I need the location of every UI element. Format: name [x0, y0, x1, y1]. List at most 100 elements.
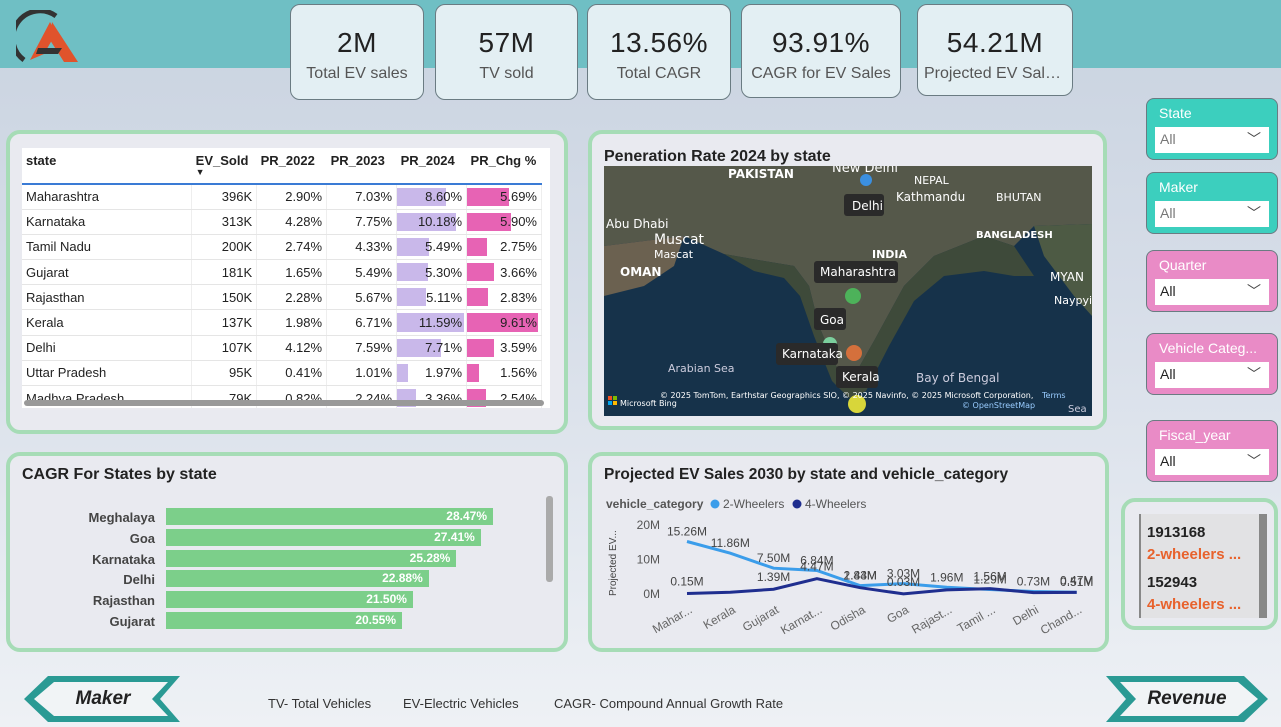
projection-chart-panel: Projected EV Sales 2030 by state and veh… [588, 452, 1109, 652]
kpi-cagr-ev-sales: 93.91% CAGR for EV Sales [741, 4, 901, 98]
kpi-tv-sold: 57M TV sold [435, 4, 578, 100]
map-tag [844, 194, 884, 216]
table-row[interactable]: Rajasthan 150K 2.28% 5.67% 5.11% 2.83% [22, 284, 542, 311]
maker-nav-button[interactable]: Maker [22, 674, 184, 724]
map-label: BANGLADESH [976, 230, 1053, 241]
x-tick-label: Odisha [828, 602, 868, 633]
map-label: NEPAL [914, 174, 950, 187]
cell-pr-2024: 1.97% [396, 360, 468, 387]
cell-pr-chg: 2.83% [466, 284, 542, 311]
slicer-label: Vehicle Categ... [1159, 340, 1258, 356]
table-row[interactable]: Delhi 107K 4.12% 7.59% 7.71% 3.59% [22, 335, 542, 361]
map-label: Mascat [654, 248, 694, 261]
x-tick-label: Goa [884, 602, 911, 626]
map-label: Kerala [842, 370, 880, 384]
pr-chg-databar [467, 338, 494, 357]
vehicle-count-card-panel: 1913168 2-wheelers ... 152943 4-wheelers… [1121, 498, 1278, 630]
map-bubble-karnataka[interactable] [846, 345, 862, 361]
chevron-down-icon: ﹀ [1247, 283, 1261, 299]
cagr-category-label: Gujarat [109, 614, 155, 629]
map-bubble-delhi[interactable] [860, 174, 872, 186]
arrow-right-icon [1106, 676, 1268, 722]
cell-pr-2024: 5.11% [396, 284, 468, 311]
table-row[interactable]: Kerala 137K 1.98% 6.71% 11.59% 9.61% [22, 309, 542, 336]
column-header-pr-chg[interactable]: PR_Chg % [466, 148, 542, 185]
cell-ev-sold: 137K [191, 309, 258, 336]
cagr-bar[interactable]: 28.47% [166, 508, 493, 525]
fiscal-year-dropdown[interactable]: All ﹀ [1155, 449, 1269, 475]
data-label: 1.83M [844, 569, 877, 583]
map-terms-link[interactable]: Terms [1041, 391, 1066, 400]
cell-state: Maharashtra [22, 184, 193, 210]
cell-pr-2023: 7.59% [326, 335, 398, 361]
cell-pr-2022: 1.98% [256, 309, 328, 336]
map-bubble-maharashtra[interactable] [845, 288, 861, 304]
x-tick-label: Chand... [1038, 602, 1084, 637]
table-row[interactable]: Tamil Nadu 200K 2.74% 4.33% 5.49% 2.75% [22, 234, 542, 261]
projection-chart-title: Projected EV Sales 2030 by state and veh… [604, 466, 1009, 483]
table-row[interactable]: Maharashtra 396K 2.90% 7.03% 8.60% 5.69% [22, 184, 542, 210]
cell-pr-2024: 5.30% [396, 259, 468, 286]
data-label: 0.47M [1060, 573, 1093, 587]
data-label: 3.03M [887, 567, 920, 581]
map-attribution-osm[interactable]: © OpenStreetMap [962, 401, 1035, 410]
cagr-bar[interactable]: 25.28% [166, 549, 457, 567]
column-header-pr-2023[interactable]: PR_2023 [326, 148, 397, 185]
penetration-map[interactable]: PAKISTAN New Delhi NEPAL BHUTAN Kathmand… [604, 166, 1092, 416]
data-label: 1.39M [757, 570, 790, 584]
legend-ev: EV-Electric Vehicles [403, 696, 519, 711]
cagr-bar[interactable]: 22.88% [166, 570, 429, 588]
cagr-data-label: 21.50% [366, 592, 407, 607]
column-header-pr-2022[interactable]: PR_2022 [256, 148, 327, 185]
column-header-pr-2024[interactable]: PR_2024 [396, 148, 467, 185]
kpi-label: Total CAGR [616, 65, 702, 82]
cell-pr-2022: 4.12% [256, 335, 328, 361]
cell-pr-2023: 7.75% [326, 209, 398, 235]
table-header-row: state EV_Sold ▼ PR_2022 PR_2023 PR_2024 P… [22, 148, 542, 185]
cagr-bar[interactable]: 20.55% [166, 612, 403, 629]
card-label: 4-wheelers ... [1147, 596, 1242, 613]
kpi-label: Total EV sales [306, 65, 408, 82]
data-label: 0.03M [887, 575, 920, 589]
cagr-bar[interactable]: 21.50% [166, 591, 413, 609]
bing-logo: Microsoft Bing [620, 399, 677, 408]
cell-state: Kerala [22, 309, 193, 336]
maker-dropdown[interactable]: All ﹀ [1155, 201, 1269, 227]
cell-state: Rajasthan [22, 284, 193, 311]
cell-pr-2024: 5.49% [396, 234, 468, 261]
table-horizontal-scrollbar[interactable] [24, 400, 544, 406]
kpi-value: 2M [337, 27, 377, 58]
cagr-bar[interactable]: 27.41% [166, 528, 481, 546]
chevron-down-icon: ﹀ [1247, 205, 1261, 221]
slicer-vehicle-category: Vehicle Categ... All ﹀ [1146, 333, 1278, 395]
cell-pr-2023: 5.67% [326, 284, 398, 311]
state-dropdown[interactable]: All ﹀ [1155, 127, 1269, 153]
quarter-dropdown[interactable]: All ﹀ [1155, 279, 1269, 305]
map-tag [776, 343, 838, 365]
data-label: 11.86M [711, 536, 750, 550]
table-row[interactable]: Gujarat 181K 1.65% 5.49% 5.30% 3.66% [22, 259, 542, 286]
slicer-fiscal-year: Fiscal_year All ﹀ [1146, 420, 1278, 482]
vehicle-category-dropdown[interactable]: All ﹀ [1155, 362, 1269, 388]
kpi-value: 57M [478, 27, 535, 58]
cell-state: Gujarat [22, 259, 193, 286]
legend-marker [710, 499, 720, 509]
cell-pr-chg: 2.75% [466, 234, 542, 261]
table-row[interactable]: Uttar Pradesh 95K 0.41% 1.01% 1.97% 1.56% [22, 360, 542, 387]
cagr-category-label: Delhi [123, 572, 155, 588]
data-label: 2.44M [844, 569, 877, 583]
chevron-down-icon: ﹀ [1247, 131, 1261, 147]
legend-title: vehicle_category [606, 497, 704, 511]
revenue-nav-button[interactable]: Revenue [1104, 674, 1270, 724]
column-header-ev-sold[interactable]: EV_Sold ▼ [191, 148, 257, 185]
column-header-state[interactable]: state [22, 148, 192, 185]
legend-marker [792, 499, 802, 509]
map-bubble-kerala[interactable] [848, 395, 866, 413]
table-row[interactable]: Karnataka 313K 4.28% 7.75% 10.18% 5.90% [22, 209, 542, 235]
slicer-quarter: Quarter All ﹀ [1146, 250, 1278, 312]
cagr-chart-scrollbar[interactable] [546, 496, 553, 582]
map-attribution: © 2025 TomTom, Earthstar Geographics SIO… [660, 391, 1033, 400]
cell-pr-2023: 4.33% [326, 234, 398, 261]
cell-pr-chg: 5.90% [466, 209, 542, 235]
y-tick-label: 20M [637, 518, 660, 532]
